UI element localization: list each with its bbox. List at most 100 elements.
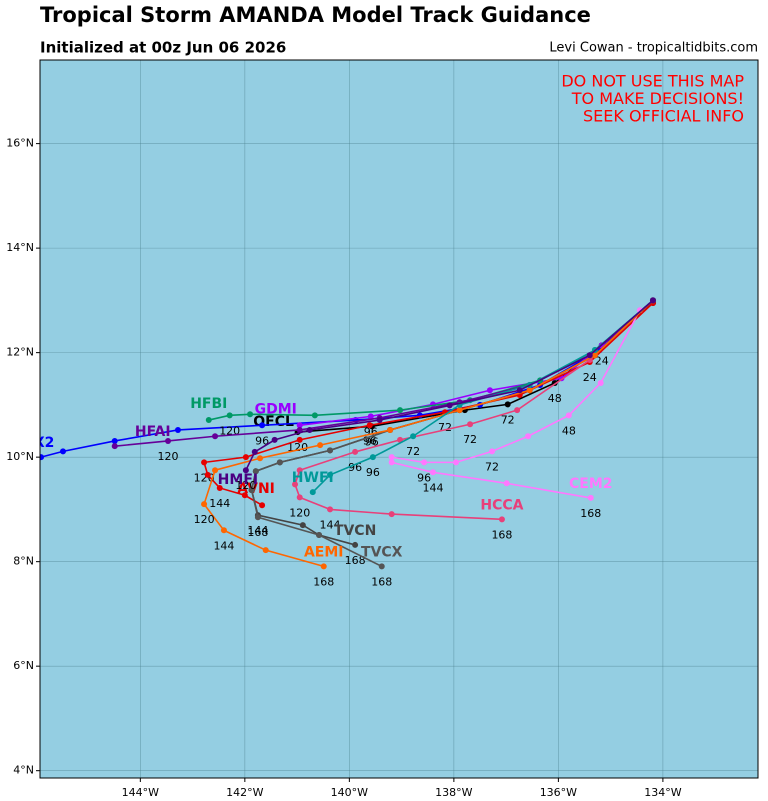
- track-point: [429, 469, 436, 476]
- track-point: [410, 433, 417, 440]
- track-point: [259, 502, 266, 509]
- track-point: [376, 417, 383, 424]
- track-point: [597, 379, 604, 386]
- track-point: [252, 468, 259, 475]
- track-point: [388, 454, 395, 461]
- title: Tropical Storm AMANDA Model Track Guidan…: [40, 3, 591, 27]
- track-point: [311, 412, 318, 419]
- x-tick-label: 138°W: [435, 786, 472, 799]
- hour-label: 120: [235, 479, 256, 492]
- track-point: [369, 454, 376, 461]
- y-tick-label: 4°N: [13, 764, 34, 777]
- track-name: HCCA: [480, 497, 523, 513]
- track-point: [591, 352, 598, 359]
- y-tick-label: 14°N: [6, 241, 34, 254]
- track-name: AVNI: [237, 481, 275, 497]
- track-point: [299, 522, 306, 529]
- track-point: [212, 433, 219, 440]
- track-point: [251, 448, 258, 455]
- hour-label: 72: [485, 460, 499, 473]
- track-point: [276, 459, 283, 466]
- track-point: [247, 411, 254, 418]
- track-point: [649, 297, 656, 304]
- y-tick-label: 6°N: [13, 659, 34, 672]
- track-point: [378, 563, 385, 570]
- track-point: [111, 443, 118, 450]
- track-point: [306, 426, 313, 433]
- track-point: [525, 433, 532, 440]
- track-point: [296, 494, 303, 501]
- track-point: [59, 448, 66, 455]
- track-point: [327, 506, 334, 513]
- track-name: TVCX: [361, 544, 403, 560]
- track-name: HWFI: [292, 470, 334, 486]
- track-point: [498, 516, 505, 523]
- hour-label: 144: [209, 497, 230, 510]
- hour-label: 168: [491, 528, 512, 541]
- plot: 24487296120OFCL96UKX296GDMI120HFBI120HFA…: [40, 60, 758, 778]
- track-point: [226, 412, 233, 419]
- hour-label: 144: [320, 518, 341, 531]
- track-point: [174, 426, 181, 433]
- hour-label: 96: [365, 435, 379, 448]
- hour-label: 96: [366, 466, 380, 479]
- track-point: [292, 481, 299, 488]
- track-point: [201, 459, 208, 466]
- track-point: [204, 471, 211, 478]
- ocean: [40, 60, 758, 778]
- credit: Levi Cowan - tropicaltidbits.com: [549, 41, 758, 56]
- hour-label: 144: [213, 539, 234, 552]
- track-point: [565, 412, 572, 419]
- hour-label: 72: [463, 433, 477, 446]
- track-point: [421, 459, 428, 466]
- track-name: TVCN: [334, 523, 376, 539]
- track-point: [397, 407, 404, 414]
- hour-label: 144: [247, 524, 268, 537]
- track-point: [486, 387, 493, 394]
- hour-label: 144: [422, 481, 443, 494]
- track-point: [514, 407, 521, 414]
- track-point: [201, 501, 208, 508]
- track-point: [446, 402, 453, 409]
- track-point: [296, 426, 303, 433]
- hour-label: 24: [583, 371, 597, 384]
- hour-label: 168: [247, 526, 268, 539]
- track-point: [111, 437, 118, 444]
- track-line: [294, 299, 654, 521]
- track-point: [367, 413, 374, 420]
- hour-label: 168: [313, 575, 334, 588]
- track-point: [352, 448, 359, 455]
- track-point: [352, 541, 359, 548]
- y-tick-label: 16°N: [6, 137, 34, 150]
- y-tick-label: 12°N: [6, 346, 34, 359]
- track-point: [388, 511, 395, 518]
- track-point: [504, 401, 511, 408]
- track-point: [242, 467, 249, 474]
- track-point: [309, 489, 316, 496]
- track-point: [452, 459, 459, 466]
- hour-label: 24: [595, 354, 609, 367]
- track-point: [327, 471, 334, 478]
- track-point: [296, 422, 303, 429]
- track-name: HFAI: [135, 424, 171, 440]
- x-tick-label: 144°W: [122, 786, 159, 799]
- track-line: [312, 299, 654, 493]
- track-point: [316, 532, 323, 539]
- track-point: [456, 407, 463, 414]
- hour-label: 120: [158, 450, 179, 463]
- track-name: GDMI: [255, 401, 297, 417]
- track-name: HFBI: [190, 396, 227, 412]
- subtitle: Initialized at 00z Jun 06 2026: [40, 39, 286, 57]
- hour-label: 96: [348, 461, 362, 474]
- track-line: [203, 299, 654, 568]
- track-point: [165, 437, 172, 444]
- track-point: [216, 484, 223, 491]
- track-point: [387, 426, 394, 433]
- track-point: [526, 387, 533, 394]
- track-point: [317, 442, 324, 449]
- track-name: AEMI: [304, 544, 344, 560]
- hour-label: 96: [255, 434, 269, 447]
- track-point: [256, 455, 263, 462]
- track-line: [390, 309, 641, 499]
